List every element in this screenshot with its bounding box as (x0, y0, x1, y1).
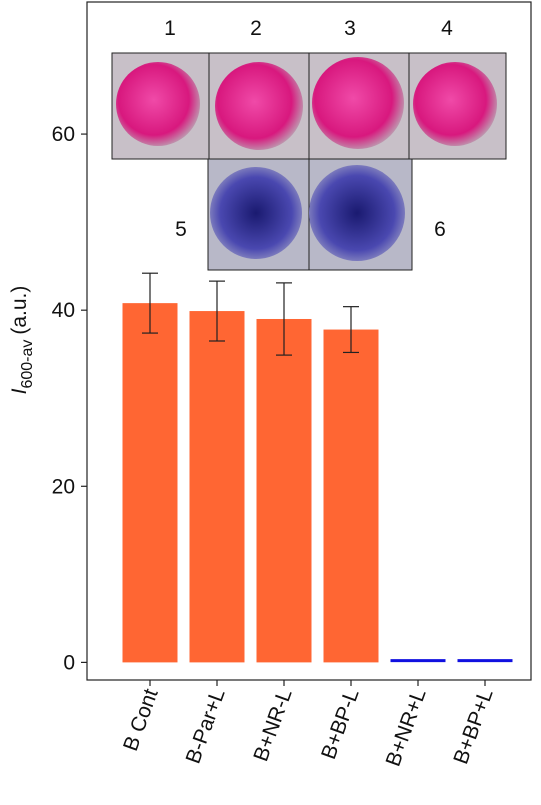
bar (122, 303, 178, 663)
plot-frame (86, 1, 532, 681)
y-label-symbol: I (8, 388, 31, 394)
y-tick-label: 0 (63, 651, 75, 674)
photo-number: 4 (441, 17, 453, 40)
y-tick-label: 40 (52, 299, 75, 322)
bar (390, 659, 446, 663)
x-tick-label: B Cont (119, 686, 163, 754)
x-tick-label: B-Par+L (182, 686, 230, 767)
x-tick-label: B+NR-L (249, 686, 296, 765)
y-axis-label: I600-av (a.u.) (8, 286, 36, 395)
photo-number: 3 (344, 17, 356, 40)
y-label-subscript: 600-av (19, 340, 36, 389)
y-label-unit: (a.u.) (8, 286, 31, 335)
x-tick-label: B+NR+L (382, 686, 431, 770)
photo-inset (111, 52, 507, 271)
photo-number: 5 (175, 218, 187, 241)
y-tick-label: 60 (52, 123, 75, 146)
photo-number: 2 (250, 17, 262, 40)
bar (189, 311, 245, 663)
photo-number: 1 (164, 17, 176, 40)
bar (457, 659, 513, 663)
x-tick-label: B+BP-L (317, 686, 364, 762)
bar (256, 318, 312, 663)
y-tick-label: 20 (52, 475, 75, 498)
bar (323, 329, 379, 663)
x-tick-label: B+BP+L (449, 686, 497, 767)
photo-number: 6 (434, 218, 446, 241)
